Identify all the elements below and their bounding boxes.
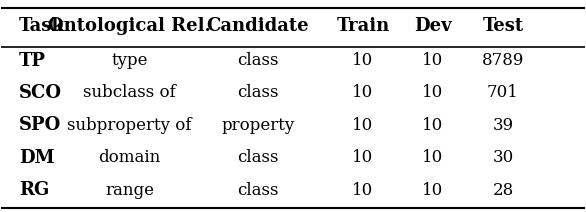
Text: 701: 701 — [487, 84, 519, 102]
Text: 10: 10 — [352, 182, 374, 199]
Text: Test: Test — [482, 18, 523, 35]
Text: Dev: Dev — [414, 18, 452, 35]
Text: TP: TP — [19, 52, 46, 70]
Text: domain: domain — [98, 149, 161, 166]
Text: SPO: SPO — [19, 116, 61, 134]
Text: Ontological Rel.: Ontological Rel. — [48, 18, 211, 35]
Text: Candidate: Candidate — [207, 18, 309, 35]
Text: 10: 10 — [423, 84, 444, 102]
Text: 39: 39 — [492, 117, 513, 134]
Text: 10: 10 — [352, 149, 374, 166]
Text: class: class — [237, 182, 279, 199]
Text: 28: 28 — [492, 182, 513, 199]
Text: 8789: 8789 — [482, 52, 524, 69]
Text: 30: 30 — [492, 149, 513, 166]
Text: subclass of: subclass of — [83, 84, 176, 102]
Text: class: class — [237, 149, 279, 166]
Text: RG: RG — [19, 181, 49, 199]
Text: 10: 10 — [423, 52, 444, 69]
Text: SCO: SCO — [19, 84, 62, 102]
Text: 10: 10 — [352, 84, 374, 102]
Text: DM: DM — [19, 149, 54, 167]
Text: Task: Task — [19, 18, 65, 35]
Text: 10: 10 — [423, 182, 444, 199]
Text: Train: Train — [336, 18, 390, 35]
Text: type: type — [111, 52, 148, 69]
Text: range: range — [105, 182, 154, 199]
Text: 10: 10 — [423, 117, 444, 134]
Text: 10: 10 — [423, 149, 444, 166]
Text: 10: 10 — [352, 52, 374, 69]
Text: 10: 10 — [352, 117, 374, 134]
Text: class: class — [237, 84, 279, 102]
Text: subproperty of: subproperty of — [67, 117, 192, 134]
Text: class: class — [237, 52, 279, 69]
Text: property: property — [222, 117, 295, 134]
